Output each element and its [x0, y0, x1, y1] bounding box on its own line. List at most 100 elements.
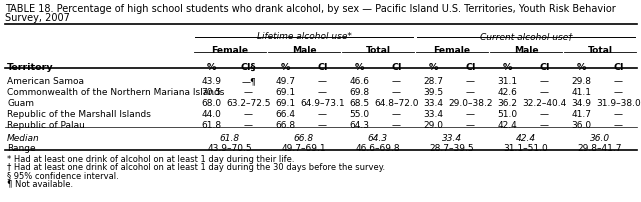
Text: CI: CI [465, 63, 476, 72]
Text: %: % [429, 63, 438, 72]
Text: —: — [318, 121, 327, 130]
Text: Republic of Palau: Republic of Palau [7, 121, 85, 130]
Text: 41.7: 41.7 [572, 110, 592, 119]
Text: %: % [281, 63, 290, 72]
Text: Total: Total [365, 46, 390, 55]
Text: Female: Female [212, 46, 249, 55]
Text: 31.9–38.0: 31.9–38.0 [596, 99, 641, 108]
Text: —: — [466, 110, 475, 119]
Text: 36.0: 36.0 [571, 121, 592, 130]
Text: ¶ Not available.: ¶ Not available. [7, 179, 73, 188]
Text: —: — [318, 77, 327, 86]
Text: %: % [207, 63, 216, 72]
Text: —: — [540, 121, 549, 130]
Text: CI: CI [613, 63, 624, 72]
Text: —: — [540, 88, 549, 97]
Text: 29.0–38.2: 29.0–38.2 [448, 99, 493, 108]
Text: 39.5: 39.5 [424, 88, 444, 97]
Text: Guam: Guam [7, 99, 34, 108]
Text: 41.1: 41.1 [572, 88, 592, 97]
Text: —: — [392, 77, 401, 86]
Text: 43.9: 43.9 [201, 77, 222, 86]
Text: 64.8–72.0: 64.8–72.0 [374, 99, 419, 108]
Text: 64.3: 64.3 [349, 121, 369, 130]
Text: 66.8: 66.8 [276, 121, 296, 130]
Text: —: — [614, 110, 623, 119]
Text: American Samoa: American Samoa [7, 77, 84, 86]
Text: —: — [244, 88, 253, 97]
Text: Commonwealth of the Northern Mariana Islands: Commonwealth of the Northern Mariana Isl… [7, 88, 224, 97]
Text: 33.4: 33.4 [424, 99, 444, 108]
Text: § 95% confidence interval.: § 95% confidence interval. [7, 171, 119, 180]
Text: 28.7–39.5: 28.7–39.5 [429, 144, 474, 153]
Text: —: — [392, 121, 401, 130]
Text: 31.1–51.0: 31.1–51.0 [504, 144, 548, 153]
Text: 42.4: 42.4 [497, 121, 517, 130]
Text: Territory: Territory [7, 63, 54, 72]
Text: 69.1: 69.1 [276, 88, 296, 97]
Text: —: — [466, 77, 475, 86]
Text: 28.7: 28.7 [424, 77, 444, 86]
Text: —: — [614, 77, 623, 86]
Text: %: % [503, 63, 512, 72]
Text: CI: CI [317, 63, 328, 72]
Text: 32.2–40.4: 32.2–40.4 [522, 99, 567, 108]
Text: Median: Median [7, 134, 40, 143]
Text: —: — [614, 121, 623, 130]
Text: 51.0: 51.0 [497, 110, 517, 119]
Text: 61.8: 61.8 [201, 121, 222, 130]
Text: Female: Female [433, 46, 470, 55]
Text: 36.0: 36.0 [590, 134, 610, 143]
Text: 49.7–69.1: 49.7–69.1 [281, 144, 326, 153]
Text: TABLE 18. Percentage of high school students who drank alcohol, by sex — Pacific: TABLE 18. Percentage of high school stud… [5, 4, 616, 14]
Text: —: — [540, 110, 549, 119]
Text: 63.2–72.5: 63.2–72.5 [226, 99, 271, 108]
Text: —: — [614, 88, 623, 97]
Text: —: — [244, 110, 253, 119]
Text: —: — [318, 88, 327, 97]
Text: 66.4: 66.4 [276, 110, 296, 119]
Text: —: — [540, 77, 549, 86]
Text: 46.6–69.8: 46.6–69.8 [356, 144, 401, 153]
Text: 42.6: 42.6 [497, 88, 517, 97]
Text: 29.8: 29.8 [572, 77, 592, 86]
Text: Total: Total [588, 46, 613, 55]
Text: 36.2: 36.2 [497, 99, 517, 108]
Text: Male: Male [513, 46, 538, 55]
Text: 31.1: 31.1 [497, 77, 517, 86]
Text: —¶: —¶ [241, 77, 256, 86]
Text: —: — [392, 88, 401, 97]
Text: CI: CI [539, 63, 550, 72]
Text: 42.4: 42.4 [516, 134, 536, 143]
Text: 33.4: 33.4 [424, 110, 444, 119]
Text: %: % [355, 63, 364, 72]
Text: Republic of the Marshall Islands: Republic of the Marshall Islands [7, 110, 151, 119]
Text: 44.0: 44.0 [201, 110, 221, 119]
Text: —: — [466, 88, 475, 97]
Text: 64.9–73.1: 64.9–73.1 [300, 99, 345, 108]
Text: Current alcohol use†: Current alcohol use† [479, 32, 572, 41]
Text: 64.3: 64.3 [368, 134, 388, 143]
Text: Male: Male [292, 46, 316, 55]
Text: —: — [392, 110, 401, 119]
Text: 68.0: 68.0 [201, 99, 222, 108]
Text: 29.0: 29.0 [424, 121, 444, 130]
Text: 66.8: 66.8 [294, 134, 314, 143]
Text: %: % [577, 63, 586, 72]
Text: —: — [466, 121, 475, 130]
Text: * Had at least one drink of alcohol on at least 1 day during their life.: * Had at least one drink of alcohol on a… [7, 155, 294, 164]
Text: 69.1: 69.1 [276, 99, 296, 108]
Text: Range: Range [7, 144, 36, 153]
Text: Survey, 2007: Survey, 2007 [5, 13, 70, 23]
Text: 55.0: 55.0 [349, 110, 370, 119]
Text: 33.4: 33.4 [442, 134, 462, 143]
Text: 68.5: 68.5 [349, 99, 370, 108]
Text: 70.5: 70.5 [201, 88, 222, 97]
Text: 43.9–70.5: 43.9–70.5 [208, 144, 253, 153]
Text: 49.7: 49.7 [276, 77, 296, 86]
Text: CI: CI [391, 63, 402, 72]
Text: † Had at least one drink of alcohol on at least 1 day during the 30 days before : † Had at least one drink of alcohol on a… [7, 163, 385, 172]
Text: 61.8: 61.8 [220, 134, 240, 143]
Text: 46.6: 46.6 [349, 77, 369, 86]
Text: Lifetime alcohol use*: Lifetime alcohol use* [256, 32, 351, 41]
